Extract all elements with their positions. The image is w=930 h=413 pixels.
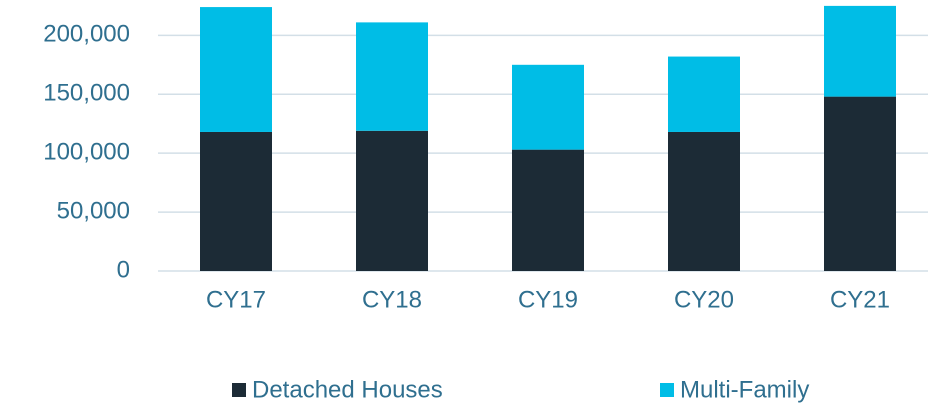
bar-segment: [512, 149, 584, 271]
y-tick-label: 0: [117, 256, 130, 283]
y-tick-label: 100,000: [43, 139, 130, 166]
bar-segment: [200, 7, 272, 132]
bar-segment: [356, 130, 428, 271]
y-tick-label: 50,000: [57, 197, 130, 224]
legend-label: Multi-Family: [680, 376, 809, 403]
bar-segment: [824, 5, 896, 97]
bar-segment: [356, 22, 428, 131]
legend-label: Detached Houses: [252, 376, 443, 403]
x-tick-label: CY21: [830, 286, 890, 313]
bar-segment: [512, 64, 584, 150]
y-tick-label: 150,000: [43, 80, 130, 107]
x-tick-label: CY19: [518, 286, 578, 313]
legend-swatch: [660, 383, 674, 397]
x-tick-label: CY17: [206, 286, 266, 313]
x-tick-label: CY18: [362, 286, 422, 313]
bar-segment: [200, 131, 272, 271]
bar-segment: [668, 131, 740, 271]
legend-swatch: [232, 383, 246, 397]
bar-segment: [824, 96, 896, 271]
y-tick-label: 200,000: [43, 21, 130, 48]
x-tick-label: CY20: [674, 286, 734, 313]
bar-segment: [668, 56, 740, 132]
